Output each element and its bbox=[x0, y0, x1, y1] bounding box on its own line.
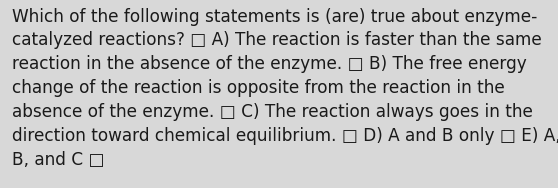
Text: Which of the following statements is (are) true about enzyme-
catalyzed reaction: Which of the following statements is (ar… bbox=[12, 8, 558, 169]
